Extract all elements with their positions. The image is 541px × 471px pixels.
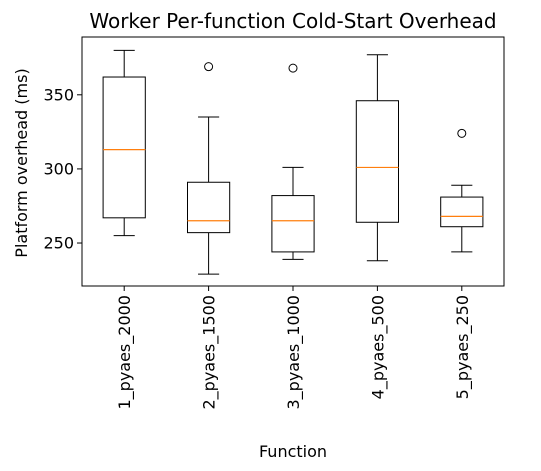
- outlier-point: [457, 128, 467, 138]
- outlier-point: [204, 62, 214, 72]
- outlier-point: [288, 63, 298, 73]
- x-tick-label: 3_pyaes_1000: [284, 295, 304, 410]
- x-tick-label: 5_pyaes_250: [453, 295, 473, 399]
- x-tick-label: 4_pyaes_500: [368, 295, 388, 399]
- y-tick-label: 350: [43, 85, 74, 104]
- y-axis-label: Platform overhead (ms): [12, 68, 31, 257]
- box: [440, 196, 484, 228]
- box: [271, 195, 315, 253]
- plot-area: 250 300 350 1_pyaes_2000 2_pyaes_1500 3_pyaes…: [43, 36, 505, 410]
- box: [187, 181, 231, 234]
- y-tick-label: 300: [43, 159, 74, 178]
- x-axis-label: Function: [259, 442, 327, 461]
- x-tick-label: 2_pyaes_1500: [200, 295, 220, 410]
- box: [102, 76, 146, 219]
- box: [355, 100, 399, 223]
- chart-title: Worker Per-function Cold-Start Overhead: [89, 9, 496, 33]
- x-tick-label: 1_pyaes_2000: [115, 295, 135, 410]
- y-tick-label: 250: [43, 234, 74, 253]
